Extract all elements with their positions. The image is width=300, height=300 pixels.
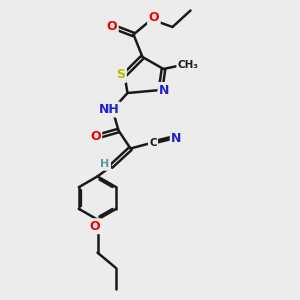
Text: C: C bbox=[149, 137, 157, 148]
Text: O: O bbox=[148, 11, 159, 24]
Text: NH: NH bbox=[98, 103, 119, 116]
Text: N: N bbox=[159, 83, 169, 97]
Text: O: O bbox=[90, 220, 101, 233]
Text: CH₃: CH₃ bbox=[178, 59, 199, 70]
Text: O: O bbox=[106, 20, 117, 34]
Text: S: S bbox=[116, 68, 125, 82]
Text: H: H bbox=[100, 159, 109, 170]
Text: N: N bbox=[171, 131, 182, 145]
Text: O: O bbox=[90, 130, 101, 143]
